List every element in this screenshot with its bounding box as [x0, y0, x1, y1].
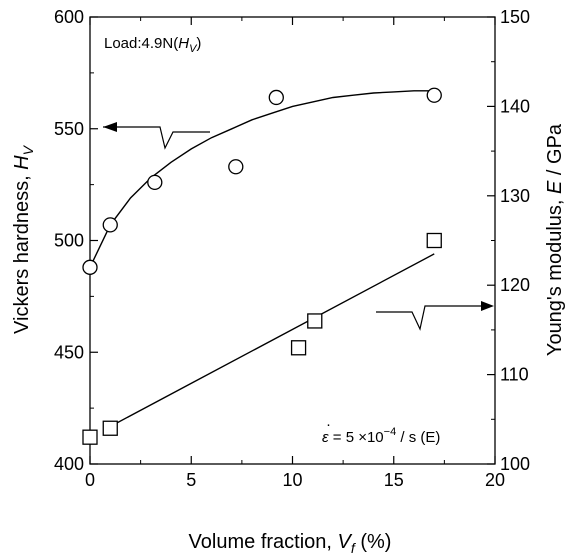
right-axis-arrow	[376, 305, 490, 331]
y-left-tick-label: 500	[54, 231, 84, 251]
y-left-axis-ticks: 400 450 500 550 600	[54, 7, 98, 474]
modulus-fit-line	[109, 253, 435, 428]
modulus-point	[82, 429, 98, 445]
y-right-tick-label: 150	[500, 7, 530, 27]
hardness-point	[82, 259, 98, 275]
y-left-axis-title: Vickers hardness, HV	[11, 144, 36, 334]
left-axis-arrowhead	[103, 122, 117, 132]
x-tick-label: 10	[282, 470, 302, 490]
y-left-tick-label: 550	[54, 119, 84, 139]
modulus-point	[307, 313, 323, 329]
y-right-tick-label: 130	[500, 186, 530, 206]
hardness-points	[82, 87, 442, 275]
x-axis-title: Volume fraction, Vf (%)	[189, 531, 392, 556]
modulus-point	[290, 340, 307, 356]
strain-rate-dot: ·	[326, 416, 331, 433]
hardness-point	[426, 87, 442, 103]
x-tick-label: 0	[85, 470, 95, 490]
modulus-point	[102, 420, 118, 436]
y-right-tick-label: 120	[500, 275, 530, 295]
y-left-tick-label: 600	[54, 7, 84, 27]
x-tick-label: 5	[186, 470, 196, 490]
load-annotation: Load:4.9N(HV)	[104, 35, 201, 55]
hardness-point	[147, 174, 163, 191]
y-right-axis-title: Young's modulus, E / GPa	[544, 123, 566, 356]
hardness-point	[102, 217, 118, 233]
strain-rate-annotation: ε = 5 ×10−4 / s (E)	[322, 426, 440, 446]
hardness-fit-curve	[89, 90, 435, 268]
x-tick-label: 20	[485, 470, 505, 490]
modulus-points	[82, 232, 442, 445]
y-left-tick-label: 400	[54, 454, 84, 474]
y-right-tick-label: 110	[500, 365, 529, 385]
y-right-axis-ticks: 100 110 120 130 140 150	[487, 7, 530, 474]
y-right-tick-label: 100	[500, 454, 530, 474]
left-axis-arrow	[103, 126, 210, 150]
modulus-point	[426, 232, 442, 249]
hardness-point	[268, 89, 284, 106]
y-right-tick-label: 140	[500, 96, 530, 116]
hardness-point	[228, 159, 244, 175]
x-tick-label: 15	[384, 470, 404, 490]
right-axis-arrowhead	[481, 301, 494, 311]
y-left-tick-label: 450	[54, 342, 84, 362]
x-axis-ticks: 0 5 10 15 20	[85, 17, 505, 490]
